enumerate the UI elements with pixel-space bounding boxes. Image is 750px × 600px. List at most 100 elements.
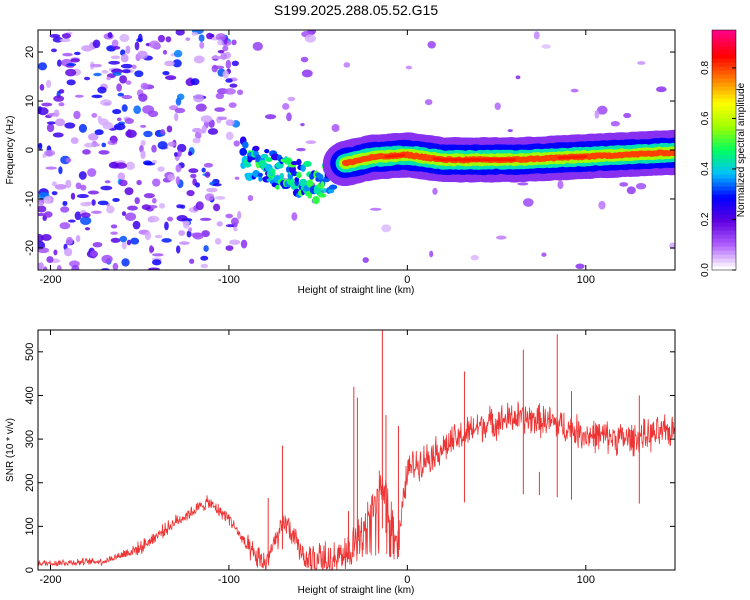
- noise-blob: [200, 255, 209, 261]
- noise-blob: [541, 252, 547, 257]
- noise-blob: [282, 103, 290, 110]
- ridge-blob: [322, 188, 327, 193]
- colorbar-cell: [712, 98, 736, 103]
- ridge-blob: [300, 164, 306, 172]
- noise-blob: [51, 191, 58, 196]
- colorbar-cell: [712, 58, 736, 63]
- noise-blob: [66, 79, 76, 86]
- noise-blob: [215, 196, 226, 200]
- ridge-blob: [279, 172, 284, 180]
- noise-blob: [92, 39, 101, 49]
- noise-blob: [70, 58, 80, 63]
- colorbar-cell: [712, 162, 736, 167]
- colorbar-cell: [712, 238, 736, 243]
- noise-blob: [215, 33, 226, 41]
- noise-blob: [98, 150, 110, 155]
- y-tick-label: 500: [24, 343, 36, 361]
- noise-blob: [175, 164, 182, 173]
- colorbar-cell: [712, 158, 736, 163]
- noise-blob: [230, 217, 239, 226]
- noise-blob: [541, 44, 551, 49]
- noise-blob: [182, 220, 190, 225]
- noise-blob: [67, 219, 76, 223]
- colorbar-cell: [712, 146, 736, 151]
- noise-blob: [142, 160, 153, 166]
- heatmap-y-label: Frequency (Hz): [5, 116, 16, 185]
- y-tick-label: 0: [24, 147, 36, 153]
- colorbar-cell: [712, 122, 736, 127]
- noise-blob: [45, 166, 58, 170]
- noise-blob: [51, 48, 57, 53]
- noise-blob: [130, 237, 140, 245]
- noise-blob: [610, 121, 620, 127]
- noise-blob: [78, 171, 87, 180]
- colorbar-cell: [712, 54, 736, 59]
- noise-blob: [148, 40, 160, 49]
- colorbar-cell: [712, 62, 736, 67]
- colorbar-cell: [712, 74, 736, 79]
- snr-x-label: Height of straight line (km): [298, 585, 415, 596]
- ridge-blob: [260, 153, 269, 159]
- noise-blob: [167, 174, 176, 181]
- noise-blob: [43, 266, 48, 270]
- noise-blob: [63, 247, 73, 257]
- noise-blob: [127, 205, 138, 211]
- ridge-blob: [328, 184, 338, 190]
- noise-blob: [287, 96, 296, 102]
- noise-blob: [59, 38, 71, 42]
- noise-blob: [73, 110, 81, 120]
- noise-blob: [87, 133, 99, 141]
- noise-blob: [343, 62, 351, 68]
- colorbar-cell: [712, 210, 736, 215]
- noise-blob: [305, 140, 317, 145]
- noise-blob: [74, 211, 82, 221]
- noise-blob: [38, 62, 48, 71]
- noise-blob: [38, 205, 47, 213]
- noise-blob: [187, 151, 193, 156]
- noise-blob: [635, 183, 647, 190]
- noise-blob: [116, 83, 122, 92]
- noise-blob: [87, 168, 97, 177]
- colorbar-cell: [712, 242, 736, 247]
- ridge-blob: [296, 171, 302, 179]
- noise-blob: [201, 124, 207, 134]
- noise-blob: [204, 193, 215, 202]
- noise-blob: [225, 59, 232, 69]
- noise-blob: [44, 211, 53, 218]
- noise-blob: [177, 150, 182, 157]
- colorbar-cell: [712, 230, 736, 235]
- noise-blob: [206, 32, 214, 40]
- colorbar-cell: [712, 34, 736, 39]
- noise-blob: [113, 123, 126, 131]
- noise-blob: [623, 112, 632, 119]
- noise-blob: [106, 76, 111, 81]
- colorbar-cell: [712, 50, 736, 55]
- noise-blob: [134, 41, 140, 51]
- noise-blob: [121, 258, 130, 267]
- noise-blob: [65, 179, 72, 189]
- noise-blob: [121, 69, 131, 74]
- noise-blob: [60, 206, 70, 213]
- noise-blob: [427, 41, 436, 49]
- noise-blob: [91, 199, 96, 206]
- noise-blob: [108, 60, 120, 65]
- ridge-blob: [296, 158, 302, 166]
- noise-blob: [38, 262, 44, 270]
- noise-blob: [38, 233, 44, 243]
- noise-blob: [112, 262, 119, 270]
- noise-blob: [46, 121, 56, 125]
- noise-blob: [125, 212, 137, 222]
- noise-blob: [225, 131, 234, 141]
- noise-blob: [231, 39, 237, 46]
- noise-blob: [46, 123, 55, 133]
- colorbar-cell: [712, 114, 736, 119]
- noise-blob: [125, 80, 132, 85]
- noise-blob: [596, 105, 608, 115]
- y-tick-label: -20: [24, 240, 36, 256]
- noise-blob: [136, 179, 142, 186]
- noise-blob: [65, 157, 72, 163]
- noise-blob: [51, 181, 57, 187]
- noise-blob: [174, 112, 179, 122]
- noise-blob: [198, 34, 205, 42]
- noise-blob: [65, 236, 74, 245]
